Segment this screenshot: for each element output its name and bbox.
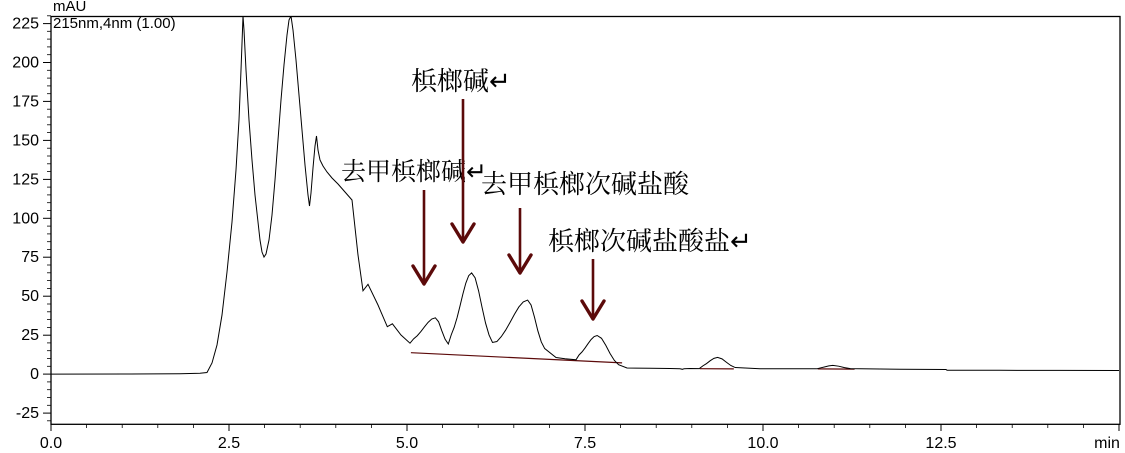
svg-text:min: min (1094, 435, 1120, 452)
svg-text:25: 25 (21, 327, 39, 344)
svg-text:梹榔碱↵: 梹榔碱↵ (411, 61, 511, 98)
svg-text:5.0: 5.0 (396, 435, 418, 452)
svg-text:0: 0 (30, 366, 39, 383)
svg-text:215nm,4nm (1.00): 215nm,4nm (1.00) (53, 15, 176, 32)
svg-text:100: 100 (12, 210, 39, 227)
svg-text:10.0: 10.0 (747, 435, 778, 452)
svg-text:-25: -25 (16, 405, 39, 422)
svg-text:去甲梹榔次碱盐酸: 去甲梹榔次碱盐酸 (481, 164, 690, 201)
svg-text:175: 175 (12, 93, 39, 110)
svg-text:mAU: mAU (53, 0, 86, 15)
svg-text:125: 125 (12, 171, 39, 188)
svg-text:225: 225 (12, 16, 39, 33)
svg-text:7.5: 7.5 (574, 435, 596, 452)
svg-text:200: 200 (12, 55, 39, 72)
svg-text:0.0: 0.0 (40, 435, 62, 452)
svg-text:150: 150 (12, 132, 39, 149)
svg-text:2.5: 2.5 (218, 435, 240, 452)
svg-text:50: 50 (21, 288, 39, 305)
svg-text:去甲梹榔碱↵: 去甲梹榔碱↵ (341, 152, 487, 188)
svg-text:12.5: 12.5 (925, 435, 956, 452)
svg-text:75: 75 (21, 249, 39, 266)
svg-text:梹榔次碱盐酸盐↵: 梹榔次碱盐酸盐↵ (548, 221, 752, 258)
